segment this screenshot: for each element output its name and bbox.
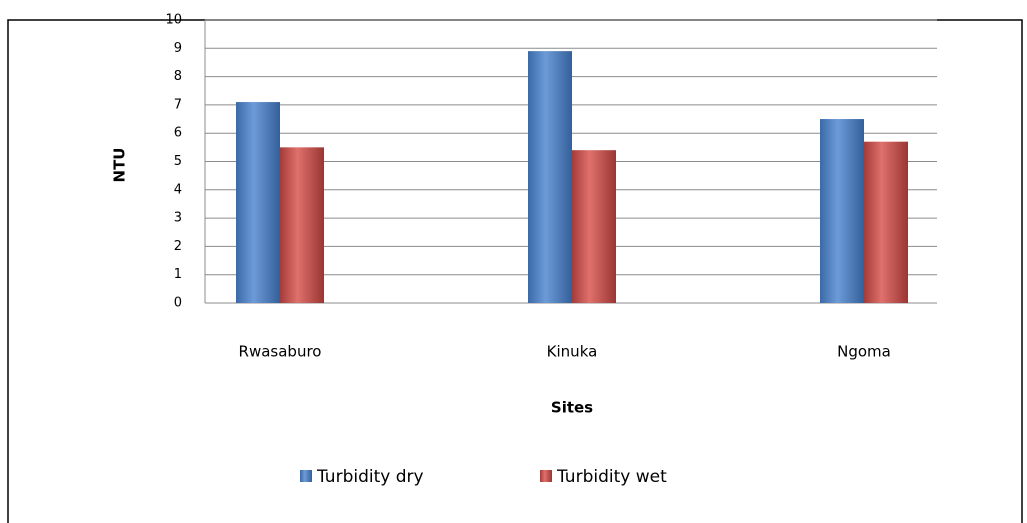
x-axis-label: Sites: [551, 399, 593, 417]
y-tick-label: 6: [174, 126, 182, 141]
legend-swatch: [300, 470, 312, 482]
bar: [820, 119, 864, 303]
x-tick-label: Ngoma: [837, 343, 891, 361]
legend-swatch: [540, 470, 552, 482]
y-tick-label: 5: [174, 154, 182, 169]
y-tick-label: 0: [174, 296, 182, 311]
y-tick-label: 4: [174, 182, 182, 197]
y-tick-label: 9: [174, 41, 182, 56]
border-gap: [0, 0, 205, 19]
bar: [864, 141, 908, 303]
y-tick-label: 2: [174, 239, 182, 254]
bar: [572, 150, 616, 303]
bar: [236, 102, 280, 303]
y-tick-label: 3: [174, 211, 182, 226]
bar: [280, 147, 324, 303]
legend-label: Turbidity wet: [556, 467, 667, 487]
x-tick-label: Kinuka: [547, 343, 598, 361]
legend-label: Turbidity dry: [316, 467, 424, 487]
y-tick-label: 8: [174, 69, 182, 84]
y-tick-label: 1: [174, 267, 182, 282]
bar: [528, 51, 572, 303]
y-axis-label: NTU: [111, 148, 129, 183]
y-tick-label: 7: [174, 97, 182, 112]
x-tick-label: Rwasaburo: [239, 343, 322, 361]
y-tick-label: 10: [165, 13, 182, 28]
